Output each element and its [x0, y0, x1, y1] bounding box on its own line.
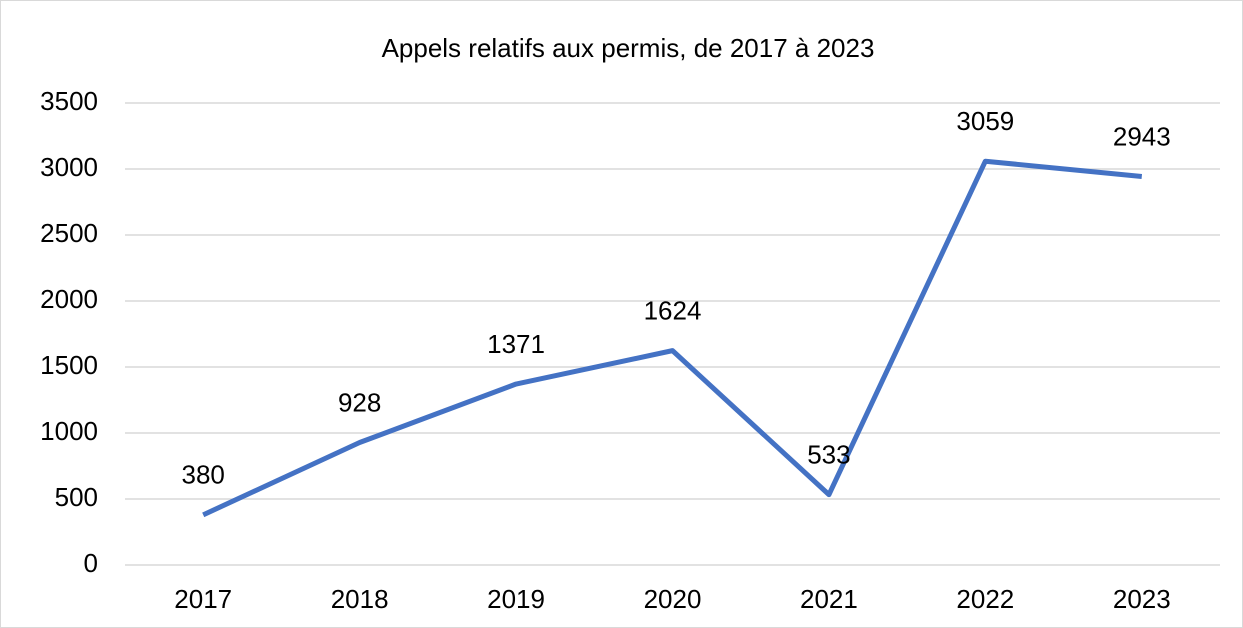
x-tick-label: 2019 — [487, 584, 545, 614]
data-label: 1624 — [644, 296, 702, 326]
y-tick-label: 1000 — [40, 416, 98, 446]
data-label: 2943 — [1113, 121, 1171, 151]
x-tick-label: 2022 — [956, 584, 1014, 614]
data-label: 928 — [338, 387, 381, 417]
chart-title: Appels relatifs aux permis, de 2017 à 20… — [382, 33, 875, 63]
x-tick-label: 2021 — [800, 584, 858, 614]
data-label: 533 — [807, 440, 850, 470]
y-tick-label: 3500 — [40, 86, 98, 116]
data-line — [202, 158, 1143, 518]
x-tick-label: 2017 — [174, 584, 232, 614]
y-tick-label: 1500 — [40, 350, 98, 380]
x-tick-label: 2018 — [331, 584, 389, 614]
y-tick-label: 3000 — [40, 152, 98, 182]
y-tick-label: 0 — [84, 548, 98, 578]
data-label: 1371 — [487, 329, 545, 359]
x-tick-label: 2023 — [1113, 584, 1171, 614]
x-tick-label: 2020 — [644, 584, 702, 614]
y-tick-label: 2500 — [40, 218, 98, 248]
data-label: 380 — [182, 460, 225, 490]
y-tick-label: 500 — [55, 482, 98, 512]
y-tick-label: 2000 — [40, 284, 98, 314]
data-label: 3059 — [956, 106, 1014, 136]
